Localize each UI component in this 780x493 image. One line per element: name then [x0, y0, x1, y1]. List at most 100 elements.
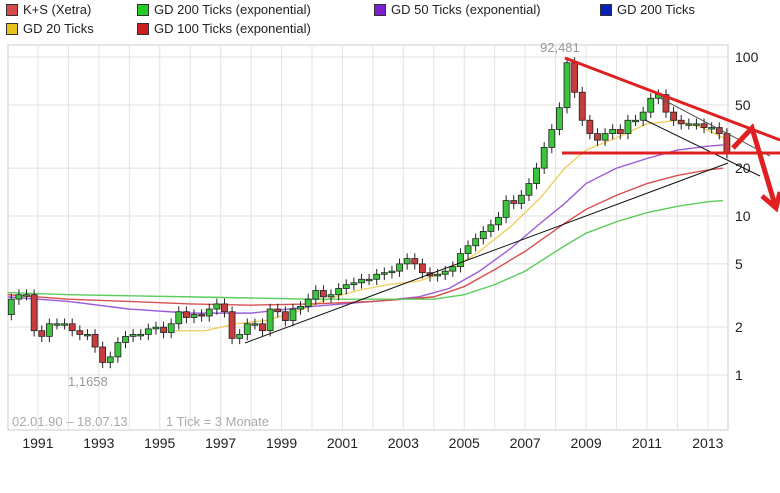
candle: [578, 91, 586, 121]
legend-item: GD 50 Ticks (exponential): [374, 2, 541, 17]
candle: [677, 119, 685, 125]
candle: [487, 224, 495, 232]
x-tick-label: 2003: [388, 435, 419, 451]
candle: [616, 129, 624, 134]
x-tick-label: 2001: [327, 435, 358, 451]
legend-label: GD 200 Ticks: [617, 2, 696, 17]
candle: [556, 107, 563, 130]
candles: [7, 57, 731, 369]
candle: [548, 129, 556, 148]
legend-label: GD 200 Ticks (exponential): [154, 2, 311, 17]
candle: [647, 97, 655, 113]
candle: [693, 123, 700, 126]
candle: [327, 294, 335, 298]
legend-item: GD 100 Ticks (exponential): [137, 21, 311, 36]
candle: [449, 266, 457, 272]
candle: [396, 263, 403, 272]
legend-swatch: [6, 3, 18, 16]
candle: [23, 294, 30, 297]
candle: [236, 334, 244, 339]
candle: [289, 308, 297, 321]
x-tick-label: 1993: [83, 435, 114, 451]
legend-swatch: [137, 22, 149, 35]
x-tick-label: 2013: [692, 435, 723, 451]
candle: [517, 194, 525, 204]
x-tick-label: 1997: [205, 435, 236, 451]
candle: [685, 123, 693, 126]
legend-label: GD 100 Ticks (exponential): [154, 21, 311, 36]
candle: [320, 290, 327, 298]
arrow-head-icon: [760, 191, 780, 213]
candle: [388, 270, 396, 274]
candle: [152, 326, 160, 330]
y-tick-label: 10: [735, 208, 751, 224]
candle: [53, 323, 61, 326]
x-tick-label: 2005: [449, 435, 480, 451]
legend-item: GD 200 Ticks: [600, 2, 695, 17]
moving-average-line: [7, 199, 724, 300]
plot-area: [7, 44, 729, 431]
candle: [662, 94, 670, 113]
period-label: 1 Tick = 3 Monate: [166, 414, 269, 429]
candle: [342, 284, 350, 289]
candle: [198, 314, 206, 317]
candle: [30, 294, 38, 332]
candle: [68, 323, 76, 332]
candle: [434, 273, 442, 277]
candle: [586, 119, 594, 134]
candle: [167, 323, 175, 333]
y-tick-label: 50: [735, 97, 751, 113]
candle: [563, 62, 571, 109]
x-tick-label: 1991: [22, 435, 53, 451]
candle: [670, 111, 677, 121]
candle: [335, 288, 343, 296]
candle: [540, 147, 548, 169]
candle: [122, 335, 129, 343]
candle: [464, 245, 472, 255]
x-tick-label: 1999: [266, 435, 297, 451]
axes: 1005020105211991199319951997199920012003…: [22, 49, 758, 451]
candle: [594, 133, 601, 141]
x-tick-label: 2007: [510, 435, 541, 451]
candle: [243, 323, 251, 335]
candle: [182, 311, 190, 318]
candle: [380, 272, 388, 275]
candle: [297, 306, 304, 310]
legend-swatch: [137, 3, 149, 16]
legend-item: GD 20 Ticks: [6, 21, 94, 36]
candle: [510, 200, 518, 204]
legend-item: K+S (Xetra): [6, 2, 91, 17]
legend-swatch: [374, 3, 386, 16]
candle: [205, 308, 213, 317]
candle: [144, 328, 152, 335]
candle: [632, 119, 639, 123]
candle: [129, 334, 137, 337]
grid: [7, 44, 729, 431]
candle: [472, 238, 480, 247]
candle: [281, 311, 289, 321]
candle: [457, 253, 464, 268]
candle: [266, 308, 274, 332]
candle: [251, 323, 259, 326]
moving-average-line: [7, 167, 724, 306]
candle: [114, 342, 122, 358]
candle: [502, 200, 510, 218]
support-trendline: [244, 162, 729, 344]
candle: [137, 334, 145, 337]
candle: [312, 290, 320, 300]
candle: [495, 216, 502, 226]
candle: [700, 123, 708, 128]
y-tick-label: 5: [735, 256, 743, 272]
x-tick-label: 2009: [570, 435, 601, 451]
y-tick-label: 2: [735, 319, 743, 335]
candle: [221, 303, 228, 313]
x-tick-label: 1995: [144, 435, 175, 451]
candle: [624, 119, 632, 134]
candle: [7, 298, 15, 315]
candle: [533, 167, 540, 184]
max-label: 92,481: [540, 40, 580, 55]
candle: [571, 62, 579, 93]
candle: [84, 334, 91, 337]
candle: [350, 282, 358, 286]
candle: [15, 294, 23, 300]
